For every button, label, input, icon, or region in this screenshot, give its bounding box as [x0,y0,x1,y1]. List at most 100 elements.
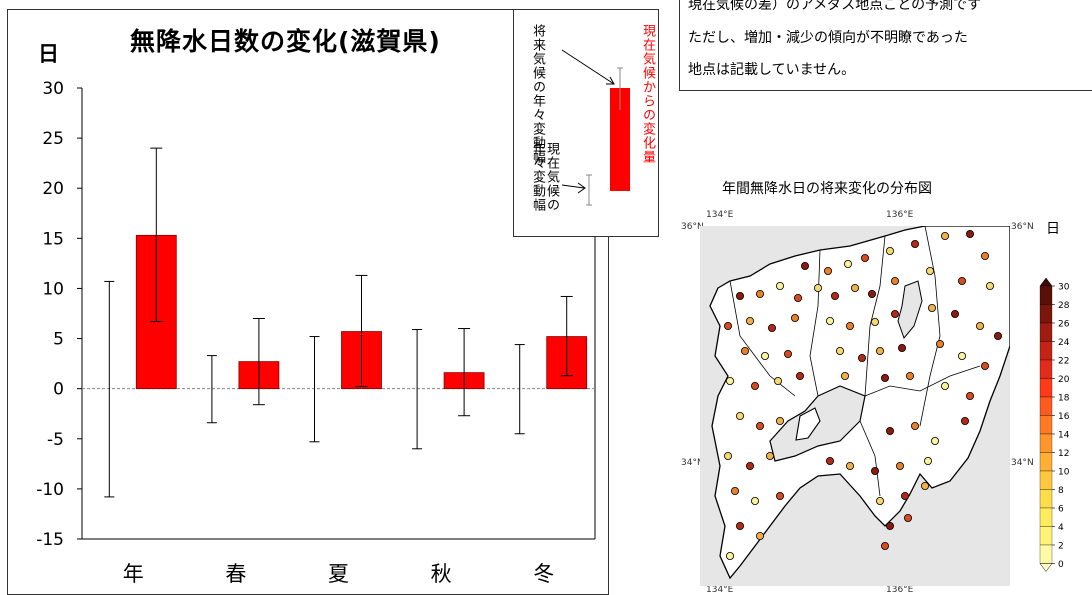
map-lon-label-bottom-134: 134°E [706,585,734,595]
colorbar-swatch [1039,322,1053,342]
station-marker [860,253,869,262]
description-box: 現在気候の差）のアメダス地点ごとの予測です ただし、増加・減少の傾向が不明瞭であ… [679,0,1092,91]
colorbar-unit: 日 [1046,221,1060,237]
x-category-label: 秋 [431,562,452,586]
colorbar-swatch [1039,359,1053,379]
legend-future-variability-label: 将来気候の年々変動幅 [530,24,545,164]
station-marker [870,466,879,475]
colorbar-tick-label: 26 [1058,320,1070,330]
legend-box: 将来気候の年々変動幅 現在気候からの変化量 現在気候の年々変動幅 [513,9,659,237]
colorbar-swatch [1039,544,1053,564]
colorbar-tick-label: 18 [1058,394,1070,404]
station-marker [975,322,984,331]
station-marker [885,521,894,530]
map-stations [723,230,1002,560]
colorbar-swatch [1039,489,1053,509]
map-lat-label-right-34: 34°N [1011,458,1034,468]
description-line-2: ただし、増加・減少の傾向が不明瞭であった [688,30,968,46]
station-marker [965,391,974,400]
colorbar-swatch [1039,526,1053,546]
map-lake-biwa [897,280,923,339]
station-marker [756,421,765,430]
station-marker [736,292,745,301]
station-marker [930,436,939,445]
colorbar-tick-label: 10 [1058,468,1070,478]
legend-red-bar [610,88,630,191]
colorbar-tick-label: 12 [1058,449,1069,459]
station-marker [965,230,974,238]
colorbar-swatch [1039,415,1053,435]
y-tick-label: 15 [42,229,64,249]
prefecture-borders [729,226,981,497]
station-marker [845,461,854,470]
station-marker [830,292,839,301]
legend-change-label: 現在気候からの変化量 [640,24,655,164]
station-marker [741,347,750,356]
station-marker [835,347,844,356]
colorbar-swatch [1039,341,1053,361]
y-tick-label: -15 [36,530,64,550]
station-marker [875,347,884,356]
colorbar-bottom-arrow [1039,563,1053,572]
station-marker [756,531,765,540]
y-tick-label: 10 [42,279,64,299]
map-lon-label-top-134: 134°E [706,210,734,220]
station-marker [746,461,755,470]
station-marker [824,267,833,276]
station-marker [895,461,904,470]
station-marker [927,304,936,313]
map-lat-label-right-36: 36°N [1011,222,1034,232]
colorbar-tick-label: 24 [1058,338,1070,348]
station-marker [957,352,966,361]
x-category-label: 年 [123,562,144,586]
station-marker [890,277,899,286]
station-marker [850,284,859,293]
station-marker [885,246,894,255]
bar-chart: 30 25 20 15 10 5 0 -5 -10 -15 年 春 夏 秋 冬 [36,79,596,586]
station-marker [725,551,734,560]
legend-arrow-future [561,49,615,85]
station-marker [880,373,889,382]
colorbar-tick-label: 6 [1058,505,1064,515]
y-axis-unit: 日 [38,42,59,66]
station-marker [730,486,739,495]
colorbar-tick-label: 28 [1058,301,1070,311]
station-marker [843,260,852,269]
legend-arrow-present [561,184,585,189]
station-marker [766,451,775,460]
colorbar-tick-label: 2 [1058,542,1064,552]
station-marker [814,284,823,293]
station-marker [920,481,929,490]
y-tick-label: 20 [42,179,64,199]
y-tick-label: 5 [53,330,64,350]
station-marker [910,239,919,248]
station-marker [794,294,803,303]
colorbar-swatch [1039,507,1053,527]
station-marker [870,318,879,327]
legend-present-variability-label: 現在気候の年々変動幅 [530,142,559,212]
station-marker [725,376,734,385]
x-category-label: 夏 [328,562,349,586]
station-marker [768,324,777,333]
station-marker [736,411,745,420]
station-marker [960,416,969,425]
station-marker [840,371,849,380]
station-marker [867,290,876,299]
station-marker [826,317,835,326]
station-marker [845,322,854,331]
station-marker [950,310,959,319]
station-marker [774,376,783,385]
station-marker [801,262,810,271]
station-marker [756,290,765,299]
station-marker [923,456,932,465]
station-marker [796,371,805,380]
distribution-map [700,226,1010,586]
station-marker [723,322,732,331]
legend-arrow-future-head [606,76,615,85]
station-marker [776,282,785,291]
station-marker [875,496,884,505]
station-marker [957,277,966,286]
station-marker [980,251,989,260]
station-marker [993,332,1002,341]
